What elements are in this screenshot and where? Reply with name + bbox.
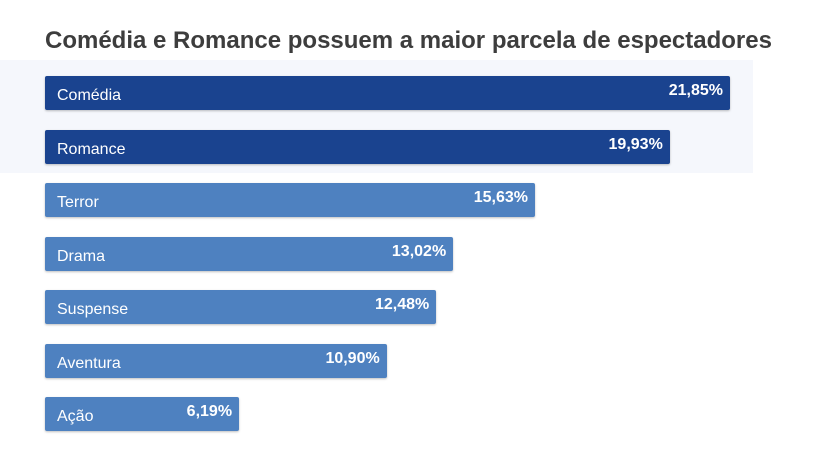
bar-5: Suspense 12,48% [45,290,437,324]
bar-value-label: 19,93% [608,135,663,153]
bar-category-label: Suspense [57,301,129,318]
bar-value-label: 21,85% [668,82,723,99]
bar-category-label: Terror [57,194,99,211]
bar-value-label: 6,19% [186,403,233,420]
bar-4: Drama 13,02% [45,236,454,271]
bar-7: Ação 6,19% [45,397,240,431]
bar-category-label: Comédia [57,87,122,104]
bar-value-label: 10,90% [325,349,380,367]
bar-1: Comédia 21,85% [45,76,730,110]
bar-6: Aventura 10,90% [45,343,387,378]
bar-category-label: Romance [57,140,126,158]
bar-3: Terror 15,63% [45,183,535,217]
bar-category-label: Drama [57,247,106,265]
bar-value-label: 12,48% [374,296,430,313]
chart-title: Comédia e Romance possuem a maior parcel… [45,27,772,54]
bar-value-label: 13,02% [391,242,447,260]
bar-value-label: 15,63% [473,189,528,206]
bar-category-label: Aventura [57,354,121,372]
bar-2: Romance 19,93% [45,129,670,164]
bar-category-label: Ação [57,408,94,425]
